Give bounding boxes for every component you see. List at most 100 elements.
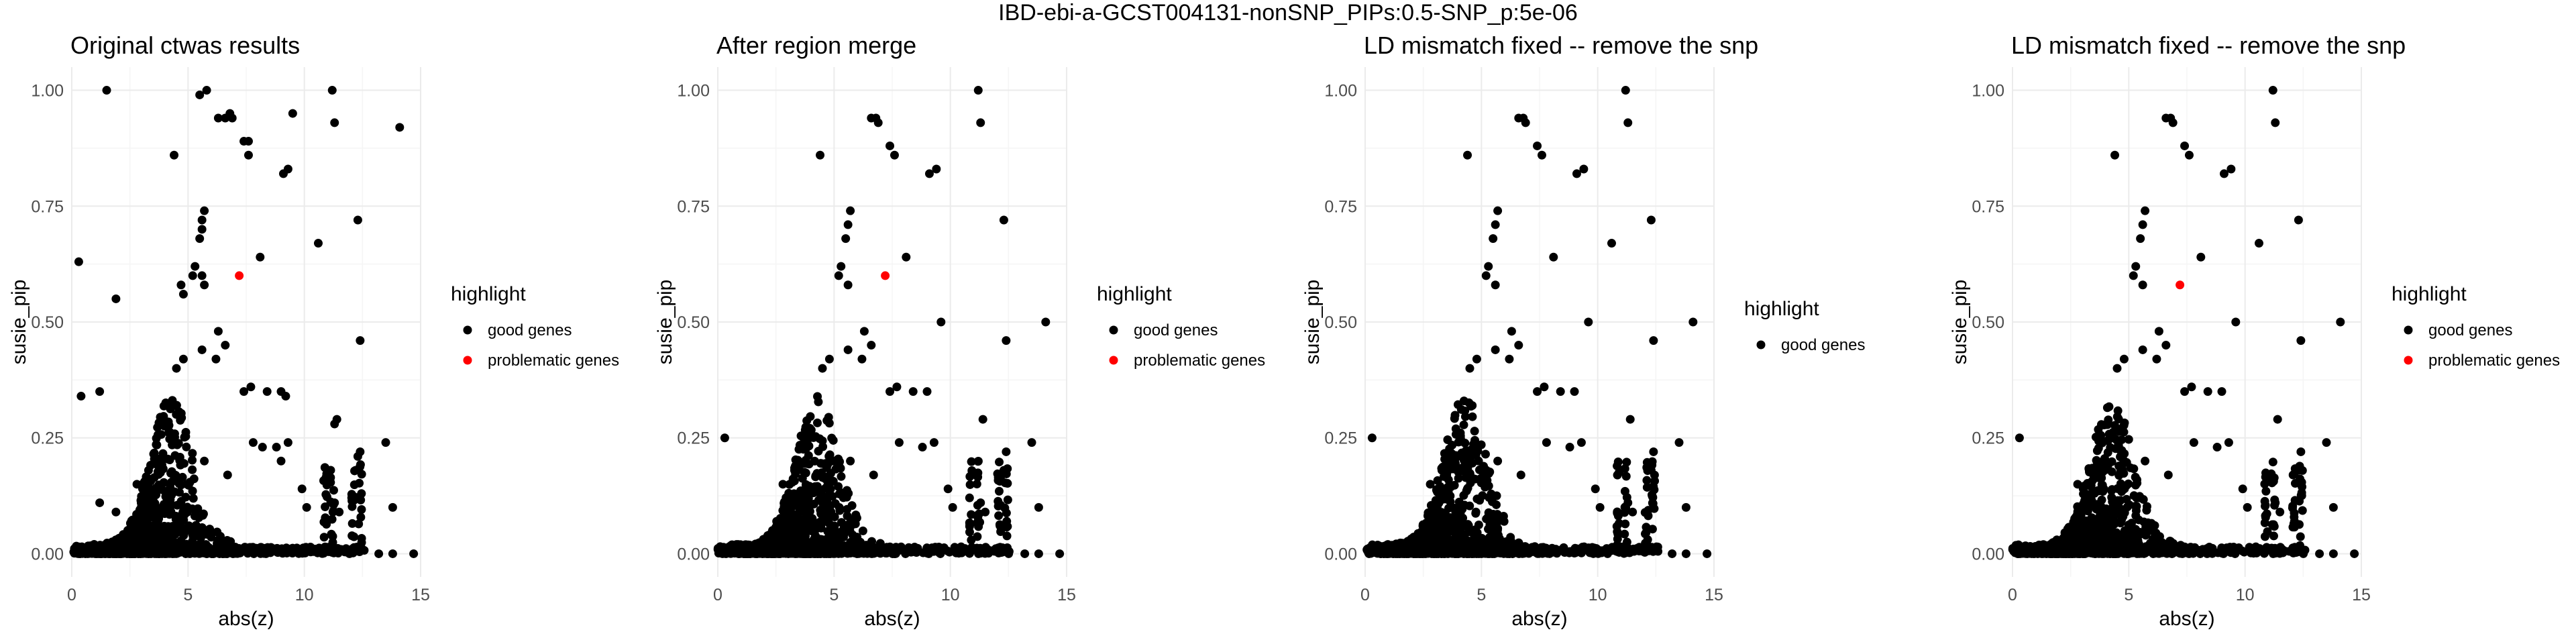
good-gene-point <box>170 487 179 496</box>
good-gene-point <box>1469 445 1479 454</box>
good-gene-point <box>170 451 180 460</box>
good-gene-point <box>973 518 982 527</box>
good-gene-point <box>824 451 834 461</box>
good-gene-point <box>1458 504 1467 514</box>
good-gene-point <box>2131 506 2141 515</box>
good-gene-point <box>1395 549 1404 558</box>
good-gene-point <box>973 532 982 541</box>
good-gene-point <box>965 480 975 489</box>
good-gene-point <box>123 529 133 539</box>
good-gene-point <box>2141 528 2150 537</box>
good-gene-point <box>936 317 946 327</box>
good-gene-point <box>1565 443 1574 452</box>
good-gene-point <box>981 507 990 517</box>
good-gene-point <box>2092 446 2102 455</box>
good-gene-point <box>1644 511 1653 521</box>
good-gene-point <box>773 527 783 536</box>
good-gene-point <box>749 546 758 555</box>
good-gene-point <box>174 439 183 448</box>
good-genes-cloud <box>1362 396 1663 558</box>
good-gene-point <box>204 543 213 552</box>
x-tick-label: 15 <box>1057 586 1076 604</box>
good-gene-point <box>2097 474 2106 483</box>
good-gene-point <box>1440 517 1449 527</box>
good-gene-point <box>2116 519 2125 528</box>
good-gene-point <box>1367 433 1377 443</box>
legend-title: highlight <box>451 283 526 305</box>
problematic-gene-point <box>235 271 244 280</box>
good-gene-point <box>874 545 883 555</box>
good-gene-point <box>973 86 983 95</box>
good-gene-point <box>1041 317 1051 327</box>
good-gene-point <box>174 479 184 488</box>
good-gene-point <box>283 164 292 174</box>
good-gene-point <box>1034 549 1043 558</box>
good-gene-point <box>842 486 851 495</box>
good-gene-point <box>994 486 1004 496</box>
good-gene-point <box>918 443 927 452</box>
x-tick-label: 5 <box>829 586 839 604</box>
good-gene-point <box>999 215 1008 225</box>
good-gene-point <box>328 507 337 517</box>
good-gene-point <box>1628 507 1638 517</box>
good-gene-point <box>1646 466 1656 475</box>
good-gene-point <box>288 109 297 118</box>
good-gene-point <box>948 502 957 512</box>
good-gene-point <box>867 341 876 350</box>
good-gene-point <box>223 470 232 480</box>
good-gene-point <box>140 478 149 487</box>
good-gene-point <box>350 532 359 541</box>
x-tick-label: 15 <box>1705 586 1723 604</box>
good-gene-point <box>869 470 878 480</box>
good-gene-point <box>1433 476 1442 485</box>
y-tick-label: 0.25 <box>1324 429 1357 448</box>
good-gene-point <box>1451 459 1460 468</box>
good-gene-point <box>843 345 853 354</box>
good-gene-point <box>775 547 784 556</box>
legend-entry: problematic genes <box>1134 352 1265 370</box>
good-gene-point <box>1642 476 1652 485</box>
good-gene-point <box>1542 438 1551 447</box>
good-gene-point <box>347 502 357 511</box>
good-gene-point <box>2102 403 2112 413</box>
good-gene-point <box>340 547 350 557</box>
y-tick-label: 1.00 <box>31 82 64 101</box>
good-gene-point <box>2150 528 2159 537</box>
good-gene-point <box>976 498 985 507</box>
good-gene-point <box>1556 387 1565 396</box>
good-gene-point <box>2101 420 2110 429</box>
good-gene-point <box>1613 508 1622 518</box>
good-gene-point <box>820 484 830 493</box>
good-gene-point <box>1613 457 1623 466</box>
good-gene-point <box>1589 543 1599 553</box>
good-gene-point <box>810 549 820 558</box>
good-gene-point <box>289 546 299 555</box>
good-gene-point <box>2106 443 2115 452</box>
good-gene-point <box>1478 491 1487 500</box>
good-gene-point <box>172 364 181 373</box>
y-tick-label: 0.00 <box>31 545 64 564</box>
good-gene-point <box>2110 421 2119 430</box>
good-gene-point <box>272 443 281 452</box>
good-gene-point <box>162 502 172 511</box>
good-gene-point <box>176 415 185 425</box>
good-gene-point <box>164 547 174 556</box>
good-gene-point <box>103 543 112 553</box>
good-gene-point <box>206 527 215 536</box>
good-gene-point <box>2134 515 2143 525</box>
x-tick-label: 15 <box>411 586 430 604</box>
good-gene-point <box>809 499 818 508</box>
good-gene-point <box>1020 549 1030 558</box>
x-tick-label: 15 <box>2352 586 2371 604</box>
good-gene-point <box>1648 499 1658 508</box>
good-gene-point <box>835 543 844 552</box>
good-gene-point <box>978 415 987 424</box>
y-tick-label: 1.00 <box>677 82 710 101</box>
good-gene-point <box>1623 498 1633 507</box>
good-gene-point <box>1472 528 1482 537</box>
good-gene-point <box>1549 547 1558 557</box>
good-gene-point <box>1502 547 1511 557</box>
good-gene-point <box>195 90 205 99</box>
good-gene-point <box>200 206 209 215</box>
